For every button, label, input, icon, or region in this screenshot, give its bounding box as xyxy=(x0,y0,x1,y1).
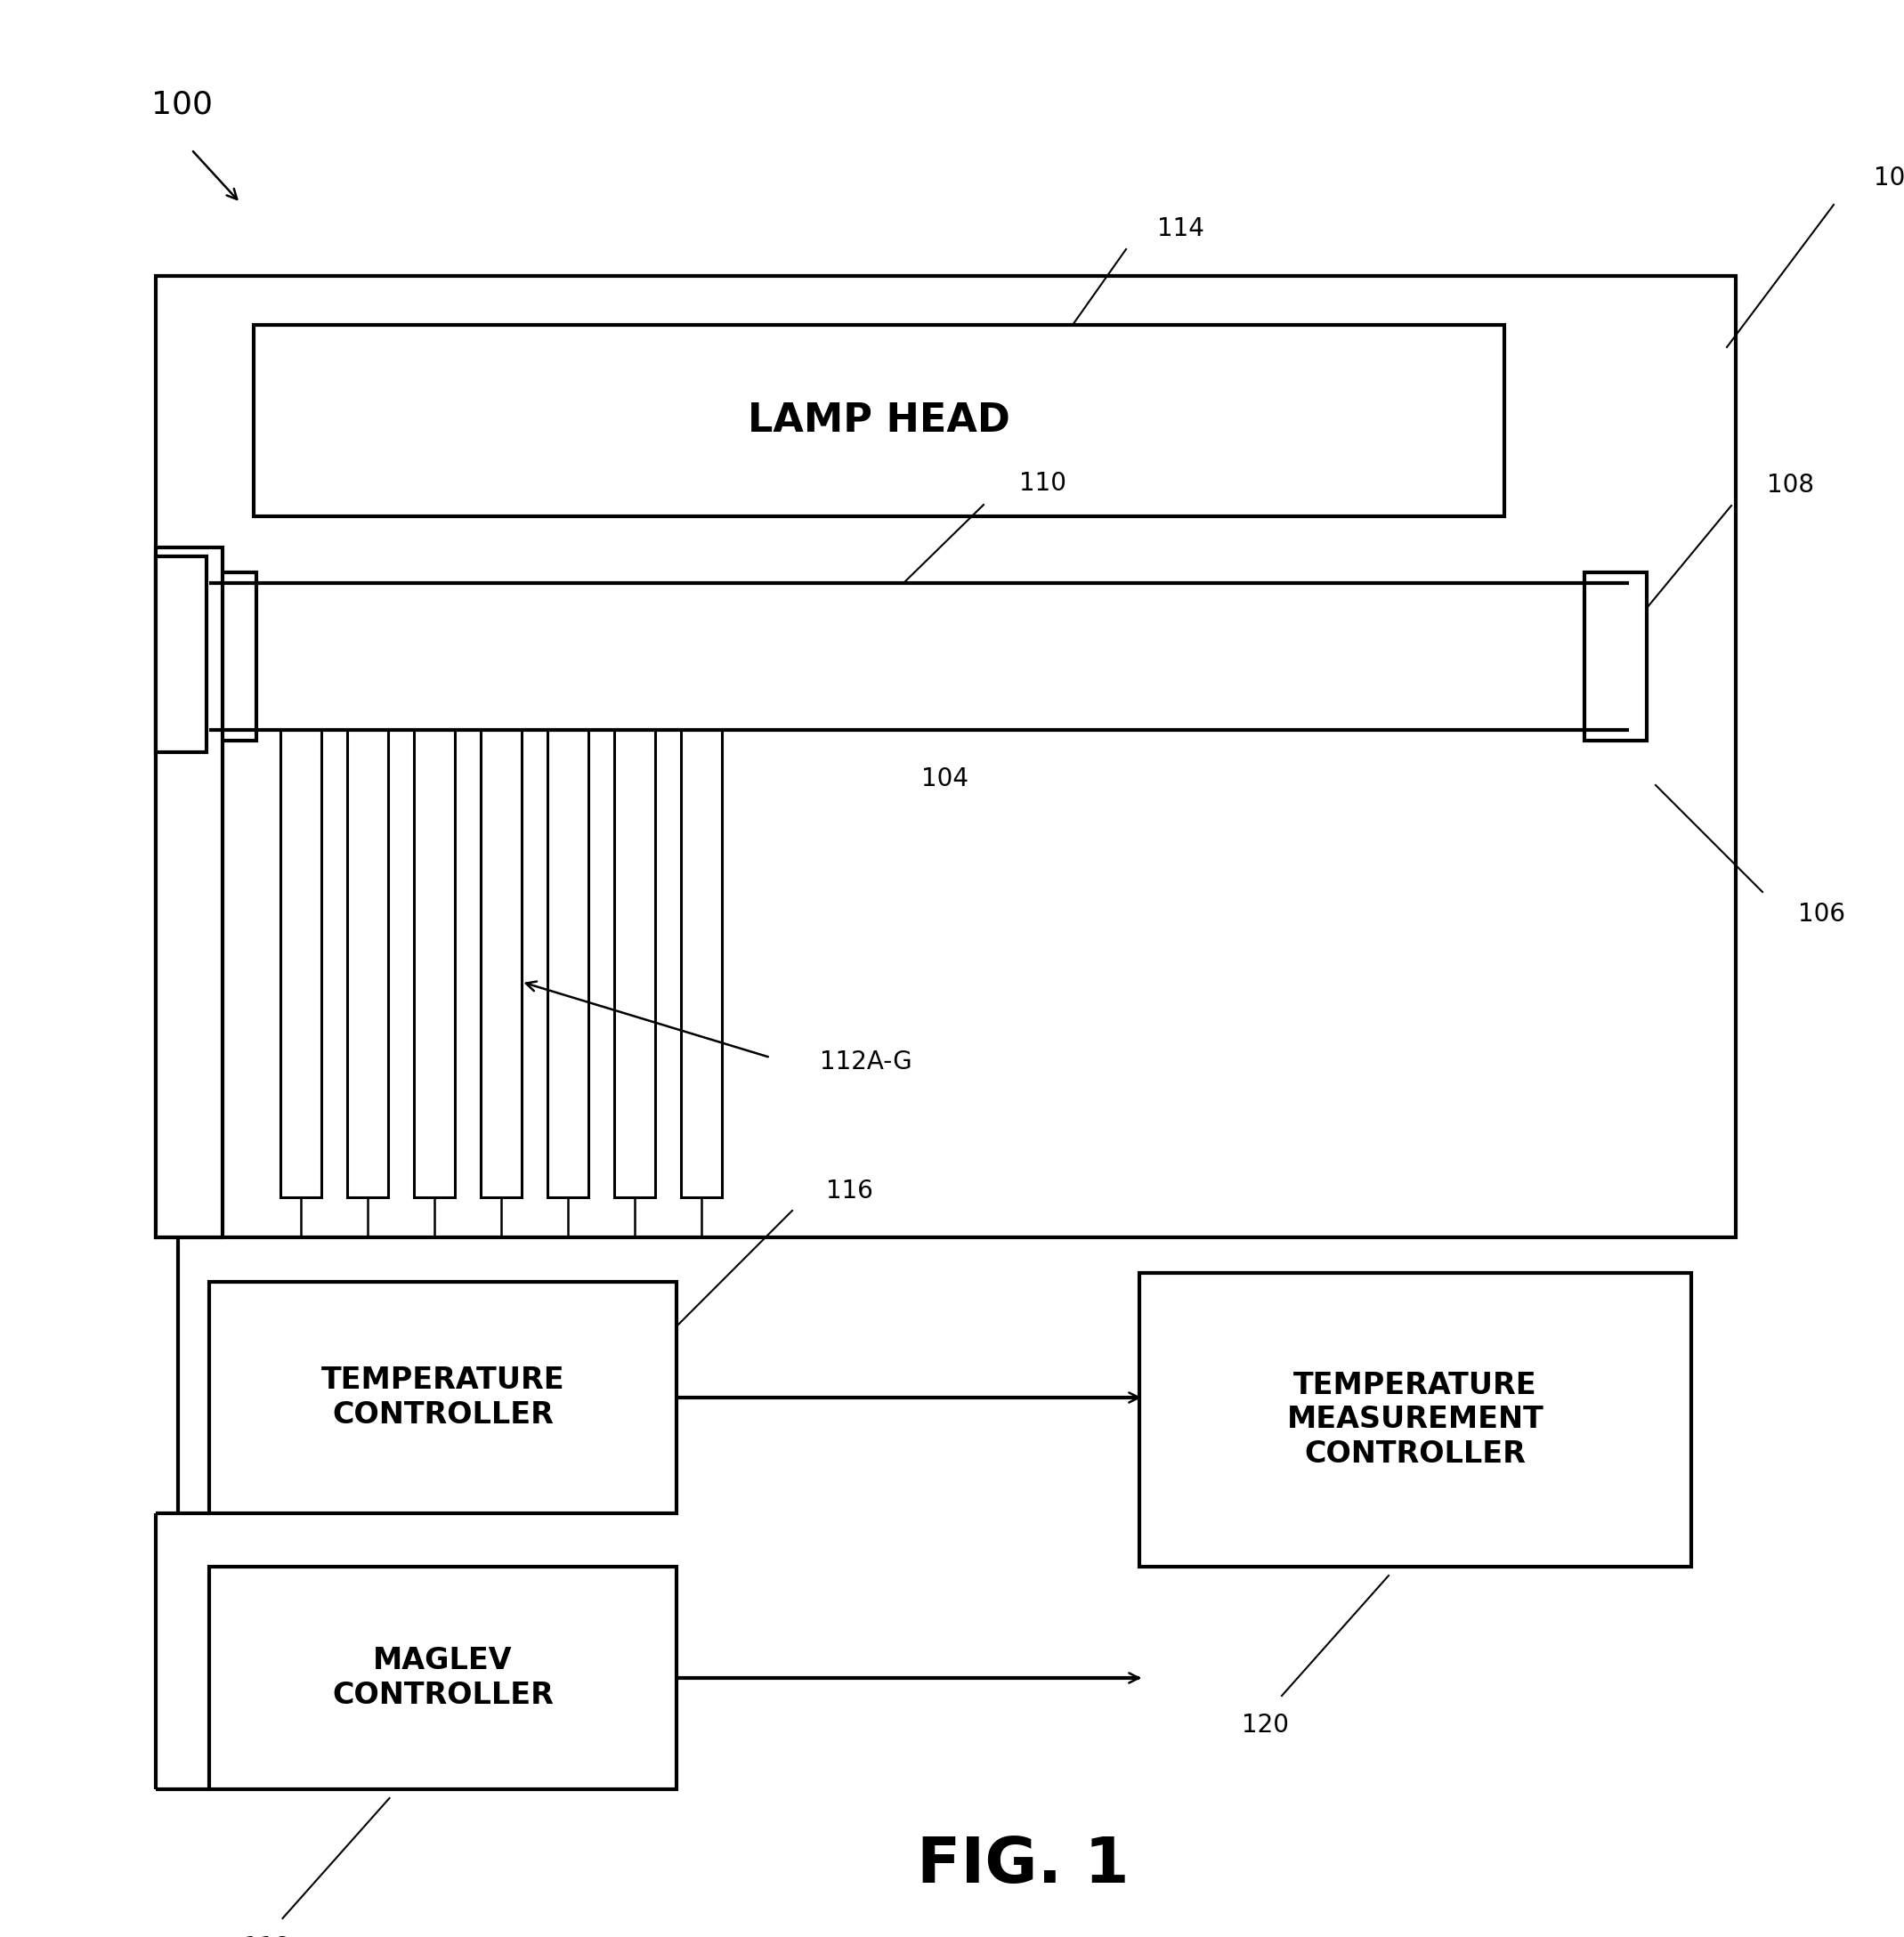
Bar xyxy=(480,730,522,1197)
Bar xyxy=(209,1282,676,1513)
Text: TEMPERATURE
CONTROLLER: TEMPERATURE CONTROLLER xyxy=(322,1366,565,1430)
Text: 116: 116 xyxy=(826,1178,874,1203)
Text: 110: 110 xyxy=(1019,471,1066,496)
Text: 104: 104 xyxy=(922,767,969,792)
Text: MAGLEV
CONTROLLER: MAGLEV CONTROLLER xyxy=(331,1646,554,1710)
Bar xyxy=(253,325,1504,517)
Text: FIG. 1: FIG. 1 xyxy=(918,1834,1129,1896)
Bar xyxy=(156,556,206,752)
Text: 100: 100 xyxy=(150,89,213,120)
Bar xyxy=(413,730,455,1197)
Text: 102: 102 xyxy=(1874,165,1904,190)
Bar xyxy=(682,730,722,1197)
Bar xyxy=(156,275,1736,1238)
Text: TEMPERATURE
MEASUREMENT
CONTROLLER: TEMPERATURE MEASUREMENT CONTROLLER xyxy=(1287,1371,1544,1468)
Bar xyxy=(209,1567,676,1790)
Text: LAMP HEAD: LAMP HEAD xyxy=(748,401,1011,440)
Bar xyxy=(347,730,388,1197)
Text: 120: 120 xyxy=(1241,1712,1289,1737)
Text: 112A-G: 112A-G xyxy=(819,1050,912,1075)
Text: 114: 114 xyxy=(1158,217,1203,242)
Bar xyxy=(615,730,655,1197)
Bar xyxy=(280,730,322,1197)
Bar xyxy=(156,548,223,1238)
Bar xyxy=(198,571,257,740)
Text: 106: 106 xyxy=(1797,903,1845,926)
Bar xyxy=(548,730,588,1197)
Bar xyxy=(1584,571,1647,740)
Bar xyxy=(1139,1273,1691,1567)
Text: 108: 108 xyxy=(1767,473,1815,498)
